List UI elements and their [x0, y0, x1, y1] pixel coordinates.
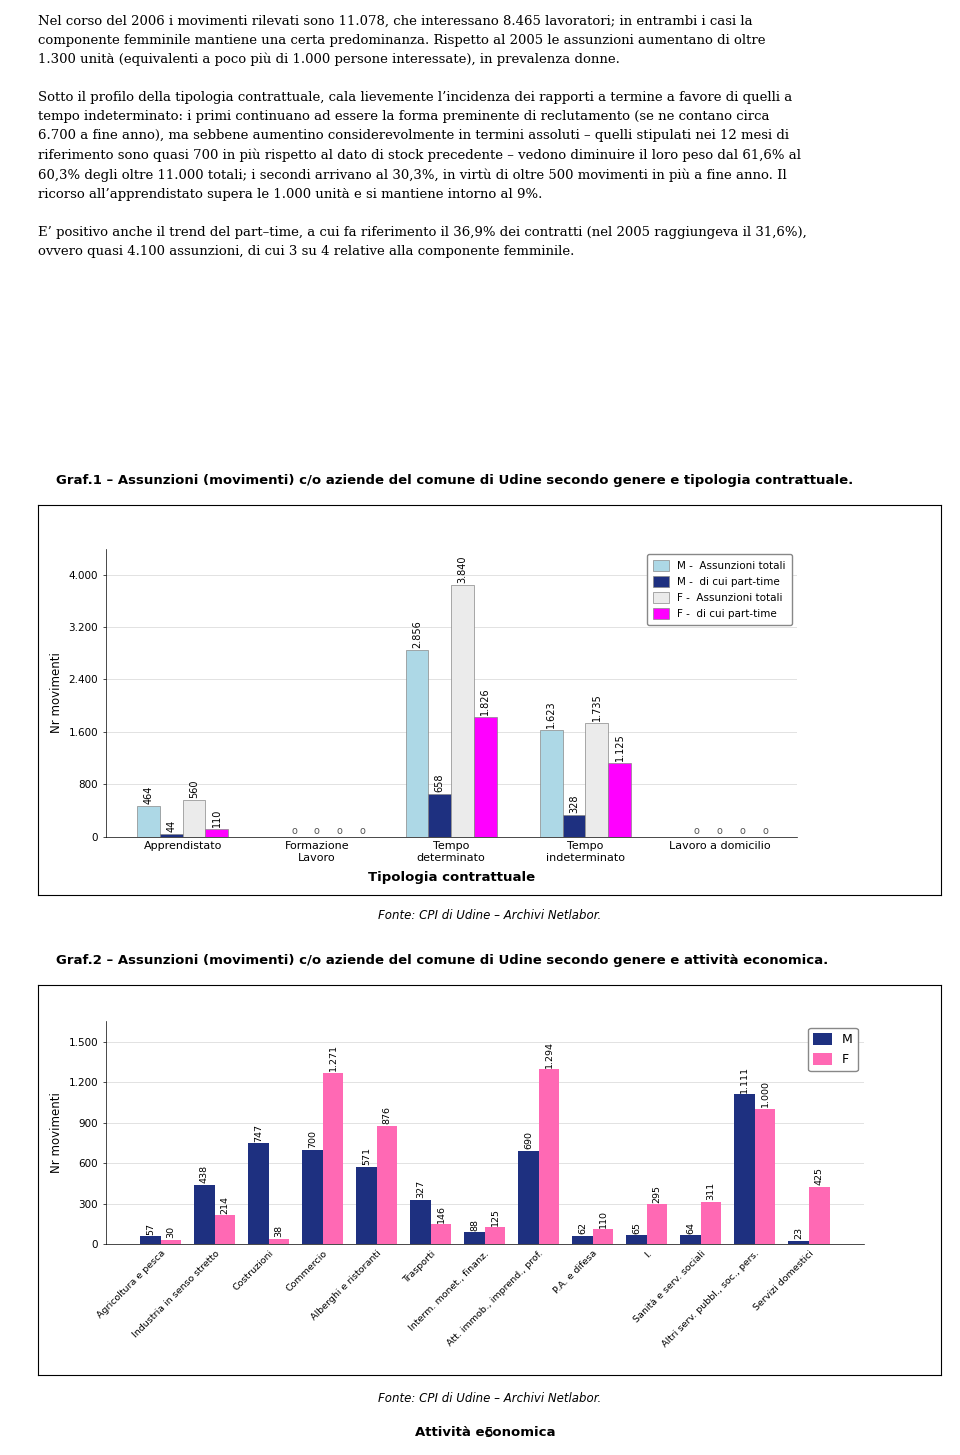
Bar [160, 834, 182, 837]
Bar [809, 1187, 829, 1244]
Text: 658: 658 [435, 773, 444, 792]
Bar [428, 793, 451, 837]
Text: 747: 747 [253, 1123, 263, 1142]
Text: Nel corso del 2006 i movimenti rilevati sono 11.078, che interessano 8.465 lavor: Nel corso del 2006 i movimenti rilevati … [38, 15, 807, 258]
Text: 38: 38 [275, 1225, 283, 1237]
Bar [609, 762, 631, 837]
X-axis label: Tipologia contrattuale: Tipologia contrattuale [368, 872, 535, 885]
Text: 438: 438 [200, 1165, 209, 1183]
Text: 1.826: 1.826 [480, 687, 491, 714]
Bar [647, 1205, 667, 1244]
Text: 30: 30 [166, 1227, 176, 1238]
Bar [540, 730, 563, 837]
Bar [140, 1237, 160, 1244]
Text: 44: 44 [166, 819, 177, 832]
Bar [451, 585, 474, 837]
Legend: M -  Assunzioni totali, M -  di cui part-time, F -  Assunzioni totali, F -  di c: M - Assunzioni totali, M - di cui part-t… [647, 554, 792, 626]
Text: 464: 464 [143, 786, 154, 805]
Text: 425: 425 [815, 1167, 824, 1184]
Bar [410, 1200, 431, 1244]
Bar [681, 1235, 701, 1244]
Bar [269, 1238, 289, 1244]
Text: 23: 23 [794, 1227, 804, 1240]
Bar [302, 1149, 323, 1244]
Bar [593, 1229, 613, 1244]
Text: 560: 560 [189, 780, 199, 797]
Bar [626, 1235, 647, 1244]
X-axis label: Attività economica: Attività economica [415, 1426, 555, 1439]
Bar [572, 1235, 593, 1244]
Bar [734, 1094, 755, 1244]
Bar [474, 717, 497, 837]
Text: 57: 57 [146, 1222, 155, 1235]
Text: 1.623: 1.623 [546, 701, 556, 729]
Text: 1.294: 1.294 [544, 1040, 554, 1068]
Bar [323, 1072, 344, 1244]
Text: o: o [291, 825, 297, 835]
Text: o: o [337, 825, 343, 835]
Text: 214: 214 [221, 1196, 229, 1213]
Bar [356, 1167, 376, 1244]
Text: 3.840: 3.840 [458, 556, 468, 583]
Text: o: o [360, 825, 366, 835]
Text: 327: 327 [416, 1180, 425, 1199]
Text: 110: 110 [212, 809, 222, 828]
Text: Graf.2 – Assunzioni (movimenti) c/o aziende del comune di Udine secondo genere e: Graf.2 – Assunzioni (movimenti) c/o azie… [57, 954, 828, 966]
Text: 700: 700 [308, 1131, 317, 1148]
Bar [215, 1215, 235, 1244]
Bar [586, 723, 609, 837]
Bar [194, 1184, 215, 1244]
Bar [518, 1151, 539, 1244]
Text: 64: 64 [686, 1222, 695, 1234]
Bar [485, 1227, 505, 1244]
Text: 146: 146 [437, 1205, 445, 1222]
Text: o: o [739, 825, 746, 835]
Bar [755, 1109, 776, 1244]
Text: 62: 62 [578, 1222, 588, 1234]
Text: 110: 110 [599, 1209, 608, 1228]
Bar [405, 649, 428, 837]
Text: 311: 311 [707, 1183, 716, 1200]
Bar [563, 815, 586, 837]
Y-axis label: Nr movimenti: Nr movimenti [50, 1093, 62, 1173]
Text: Fonte: CPI di Udine – Archivi Netlabor.: Fonte: CPI di Udine – Archivi Netlabor. [378, 1392, 601, 1404]
Text: 65: 65 [632, 1222, 641, 1234]
Bar [539, 1069, 560, 1244]
Text: o: o [762, 825, 768, 835]
Text: 1.000: 1.000 [760, 1081, 770, 1107]
Text: o: o [717, 825, 723, 835]
Legend: M, F: M, F [808, 1027, 857, 1071]
Text: 1.125: 1.125 [614, 733, 625, 761]
Text: 876: 876 [382, 1106, 392, 1125]
Text: 5: 5 [485, 1426, 494, 1440]
Text: Fonte: CPI di Udine – Archivi Netlabor.: Fonte: CPI di Udine – Archivi Netlabor. [378, 909, 601, 922]
Bar [376, 1126, 397, 1244]
Text: 328: 328 [569, 794, 579, 813]
Text: o: o [694, 825, 700, 835]
Text: Graf.1 – Assunzioni (movimenti) c/o aziende del comune di Udine secondo genere e: Graf.1 – Assunzioni (movimenti) c/o azie… [57, 474, 853, 486]
Text: o: o [314, 825, 320, 835]
Text: 1.271: 1.271 [328, 1043, 338, 1071]
Text: 2.856: 2.856 [412, 620, 422, 647]
Bar [160, 1240, 181, 1244]
Bar [431, 1224, 451, 1244]
Bar [205, 829, 228, 837]
Bar [788, 1241, 809, 1244]
Text: 1.111: 1.111 [740, 1065, 749, 1093]
Text: 690: 690 [524, 1132, 533, 1149]
Y-axis label: Nr movimenti: Nr movimenti [50, 652, 62, 733]
Bar [465, 1232, 485, 1244]
Bar [701, 1202, 722, 1244]
Text: 295: 295 [653, 1184, 661, 1203]
Text: 125: 125 [491, 1208, 499, 1225]
Bar [137, 806, 160, 837]
Bar [248, 1144, 269, 1244]
Bar [182, 800, 205, 837]
Text: 1.735: 1.735 [592, 694, 602, 722]
Text: 571: 571 [362, 1148, 371, 1165]
Text: 88: 88 [470, 1218, 479, 1231]
